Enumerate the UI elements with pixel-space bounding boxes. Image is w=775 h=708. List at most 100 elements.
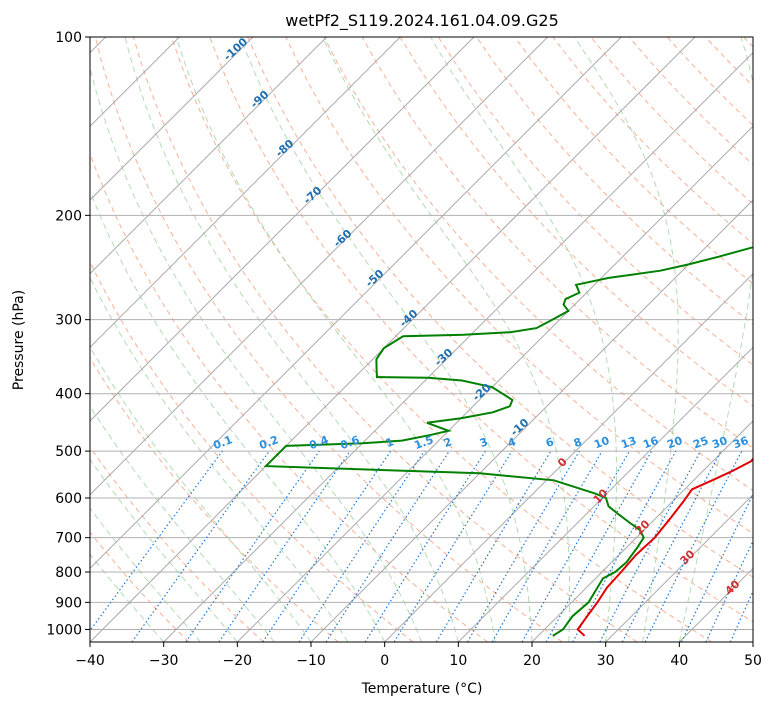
- x-tick-label: −10: [296, 653, 326, 669]
- isotherm-line: [90, 37, 401, 349]
- x-tick-label: 0: [380, 653, 389, 669]
- mixing-ratio-label: 0.4: [307, 433, 330, 452]
- y-tick-label: 200: [55, 208, 82, 224]
- mixing-ratio-line: [393, 450, 513, 642]
- moist-adiabat: [322, 37, 571, 642]
- dry-adiabat: [90, 356, 339, 642]
- mixing-ratio-line: [218, 450, 351, 642]
- isotherm-line: [310, 199, 753, 642]
- moist-adiabat: [90, 507, 201, 642]
- plot-area: [90, 37, 753, 642]
- temperature-line: [576, 457, 753, 637]
- y-axis: 100 200 300 400 500 600 700 800 900 1000: [46, 30, 90, 638]
- dry-adiabat: [514, 37, 753, 285]
- mixing-ratio-line: [644, 450, 743, 642]
- y-tick-label: 700: [55, 531, 82, 547]
- mixing-ratio-line: [90, 450, 223, 632]
- chart-title: wetPf2_S119.2024.161.04.09.G25: [285, 11, 559, 31]
- mixing-ratio-line: [262, 450, 392, 642]
- isotherm-line: [90, 37, 549, 496]
- mixing-ratio-label: 0.1: [211, 433, 234, 452]
- isotherm-line: [90, 37, 475, 422]
- y-tick-label: 900: [55, 595, 82, 611]
- y-tick-label: 400: [55, 387, 82, 403]
- isotherm-line: [605, 493, 753, 642]
- profile-lines: [263, 246, 753, 637]
- y-tick-label: 300: [55, 313, 82, 329]
- background-lines: [90, 37, 753, 642]
- mixing-ratio-label: 25: [691, 434, 710, 451]
- dry-adiabat: [90, 152, 488, 642]
- mixing-ratio-line: [521, 450, 631, 642]
- x-tick-label: 20: [523, 653, 541, 669]
- isotherm-line: [90, 37, 696, 642]
- isotherm-line: [90, 37, 328, 275]
- mixing-ratio-label: 30: [710, 434, 729, 452]
- isotherm-line: [384, 272, 753, 642]
- mixing-ratio-label: 3: [478, 435, 490, 450]
- moist-adiabat: [175, 37, 496, 642]
- mixing-ratio-label: 8: [572, 435, 584, 450]
- moist-adiabat: [90, 458, 238, 642]
- mixing-ratio-label: 1: [384, 435, 396, 450]
- mixing-ratio-label: 6: [544, 435, 556, 450]
- y-tick-label: 500: [55, 444, 82, 460]
- x-tick-label: −40: [75, 653, 105, 669]
- mixing-ratio-label: 2: [442, 435, 454, 450]
- y-axis-label: Pressure (hPa): [11, 290, 27, 390]
- moist-adiabat: [90, 65, 422, 642]
- dry-adiabat: [209, 37, 753, 623]
- moist-adiabat: [678, 37, 753, 642]
- dry-adiabat: [90, 531, 190, 642]
- mixing-ratio-label: 4: [506, 435, 518, 450]
- x-tick-label: 10: [449, 653, 467, 669]
- x-tick-label: 50: [744, 653, 762, 669]
- isotherm-line: [236, 125, 753, 642]
- mixing-ratio-label: 16: [641, 434, 660, 452]
- mixing-ratio-label: 1.5: [412, 433, 435, 452]
- x-tick-label: 30: [597, 653, 615, 669]
- mixing-ratio-label: 0.6: [338, 433, 361, 452]
- mixing-ratio-label: 13: [619, 434, 638, 451]
- dry-adiabat: [94, 37, 563, 642]
- dry-adiabat: [399, 37, 753, 407]
- dry-adiabat: [132, 37, 638, 642]
- dry-adiabat: [247, 37, 753, 578]
- mixing-ratio-line: [325, 450, 450, 642]
- moist-adiabat: [90, 189, 386, 642]
- moist-adiabat: [239, 37, 533, 642]
- moist-adiabat: [90, 276, 349, 642]
- dry-adiabat: [171, 37, 712, 642]
- isotherm-line: [457, 346, 753, 642]
- y-tick-label: 100: [55, 30, 82, 46]
- isotherm-line: [90, 37, 622, 570]
- x-axis: −40 −30 −20 −10 0 10 20 30 40 50: [75, 642, 762, 669]
- plot-frame: [89, 36, 754, 643]
- mixing-ratio-line: [545, 450, 653, 642]
- mixing-ratio-line: [572, 450, 677, 642]
- moist-adiabat: [90, 405, 275, 642]
- isotherm-line: [531, 420, 753, 642]
- y-tick-label: 600: [55, 491, 82, 507]
- mixing-ratio-label: 20: [665, 434, 684, 452]
- x-tick-label: −20: [223, 653, 253, 669]
- mixing-ratio-label: 36: [731, 434, 750, 452]
- moist-adiabat: [124, 37, 459, 642]
- x-axis-label: Temperature (°C): [361, 681, 483, 697]
- dry-adiabat: [361, 37, 753, 449]
- y-tick-label: 800: [55, 565, 82, 581]
- moist-adiabat: [574, 37, 679, 642]
- mixing-ratio-label: 0.2: [257, 433, 280, 452]
- mixing-ratio-line: [298, 450, 425, 642]
- moist-adiabat: [90, 553, 165, 642]
- moist-adiabat: [430, 37, 617, 642]
- isotherm-line: [163, 51, 753, 642]
- mixing-ratio-line: [131, 450, 270, 642]
- mixing-ratio-line: [185, 450, 320, 642]
- dewpoint-line: [263, 246, 753, 637]
- y-tick-label: 1000: [46, 622, 82, 638]
- x-tick-label: 40: [670, 653, 688, 669]
- mixing-ratio-label: 10: [592, 434, 611, 452]
- dry-adiabat: [90, 446, 264, 642]
